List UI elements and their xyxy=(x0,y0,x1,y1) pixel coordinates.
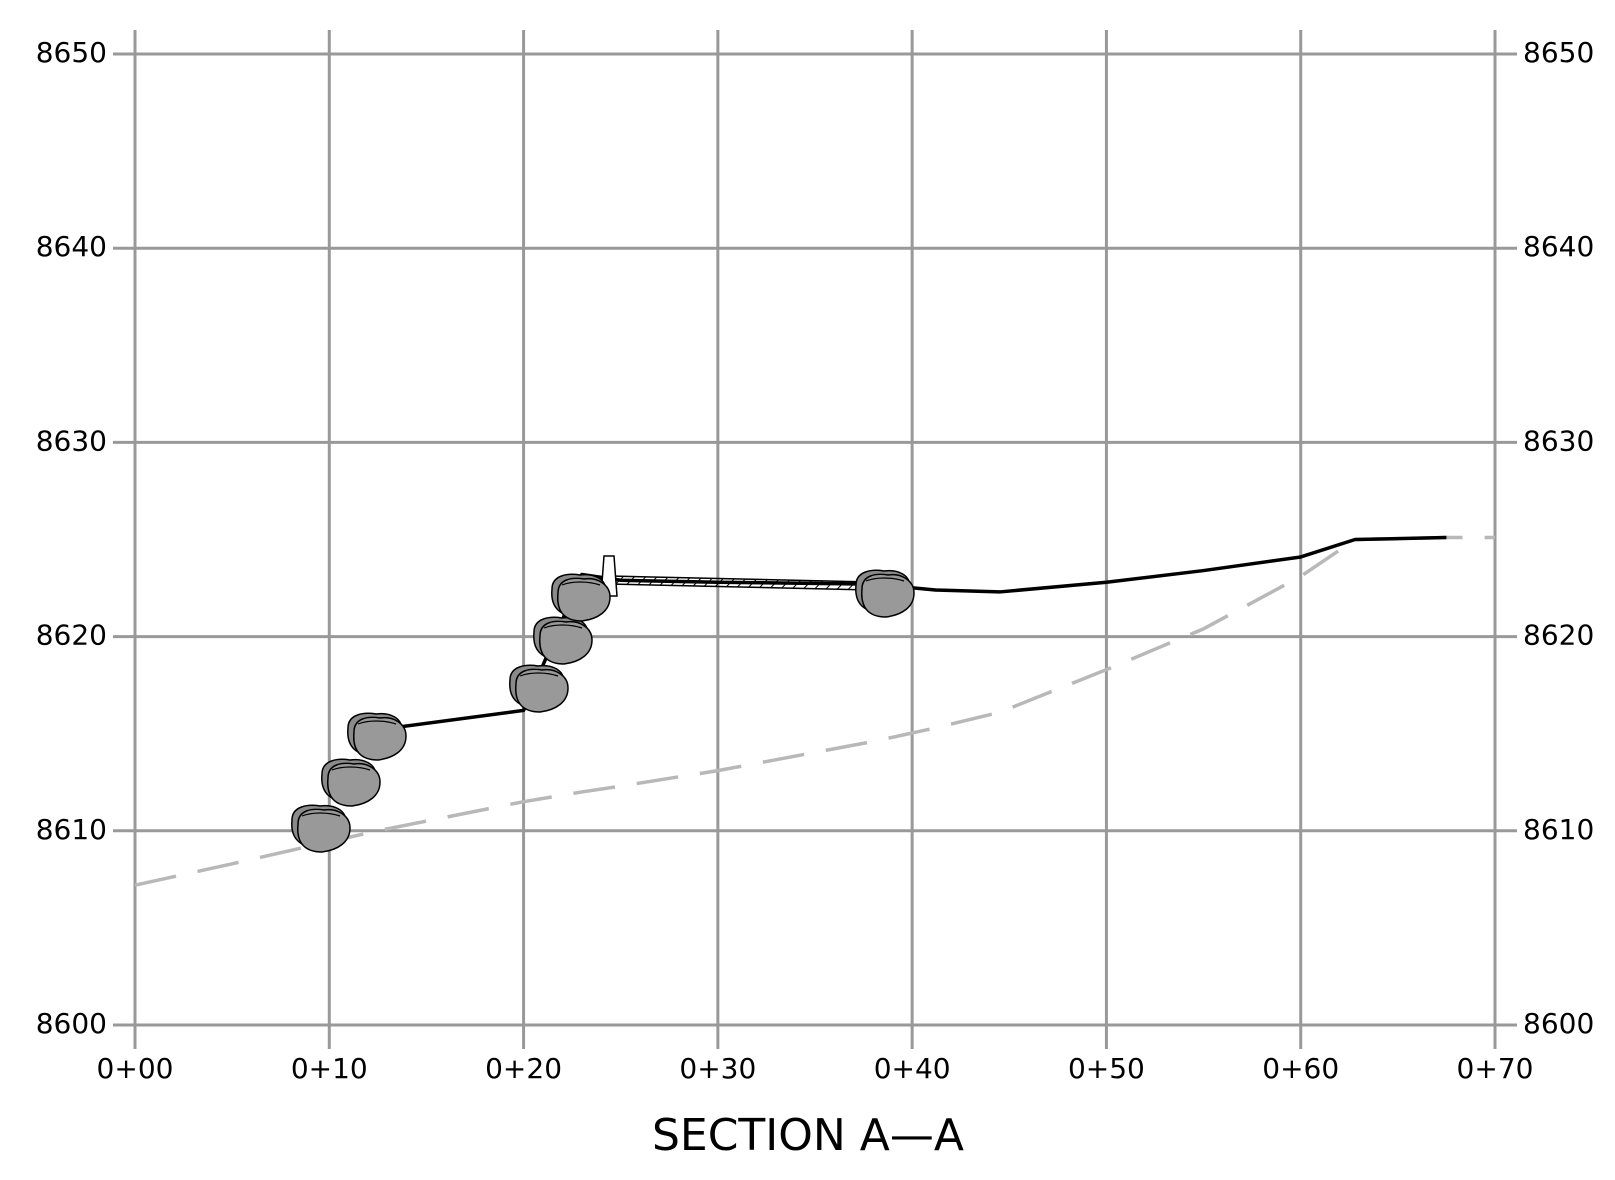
plot-area: 8600 8600 8610 8610 8620 8620 8630 8630 8640 8640… xyxy=(36,30,1594,1085)
y-tick-label: 8640 xyxy=(36,230,107,263)
x-tick-label: 0+30 xyxy=(679,1052,756,1085)
x-tick-label: 0+20 xyxy=(485,1052,562,1085)
x-tick-label: 0+40 xyxy=(874,1052,951,1085)
y-tick-label: 8600 xyxy=(36,1007,107,1040)
series-line xyxy=(134,535,1495,887)
y-tick-label: 8620 xyxy=(36,619,107,652)
y2-tick-label: 8620 xyxy=(1523,619,1594,652)
x-tick-label: 0+00 xyxy=(97,1052,174,1085)
boulder xyxy=(347,712,407,761)
boulder xyxy=(551,573,611,622)
chart-title: SECTION A—A xyxy=(652,1110,964,1161)
decoration xyxy=(291,555,915,853)
y2-tick-label: 8640 xyxy=(1523,230,1594,263)
y2-tick-label: 8630 xyxy=(1523,424,1594,457)
x-tick-label: 0+10 xyxy=(291,1052,368,1085)
y2-tick-label: 8650 xyxy=(1523,36,1594,69)
boulder xyxy=(509,664,569,713)
boulder xyxy=(855,569,915,618)
x-tick-label: 0+50 xyxy=(1068,1052,1145,1085)
x-tick-label: 0+60 xyxy=(1262,1052,1339,1085)
y-tick-label: 8610 xyxy=(36,813,107,846)
boulder xyxy=(533,616,593,665)
y2-tick-label: 8600 xyxy=(1523,1007,1594,1040)
y2-tick-label: 8610 xyxy=(1523,813,1594,846)
y-tick-label: 8650 xyxy=(36,36,107,69)
x-tick-label: 0+70 xyxy=(1457,1052,1534,1085)
y-tick-label: 8630 xyxy=(36,424,107,457)
hatched-slab xyxy=(609,575,871,591)
boulder xyxy=(291,804,351,853)
